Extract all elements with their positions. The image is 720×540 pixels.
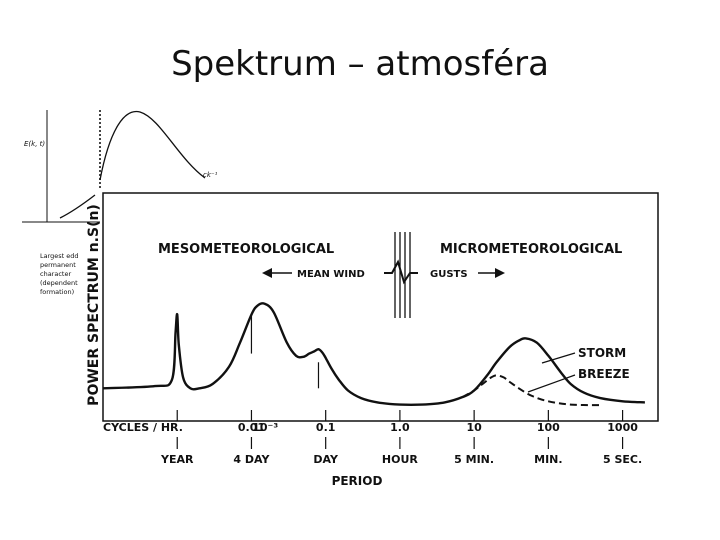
plot-frame bbox=[102, 192, 659, 422]
period-label: 5 SEC. bbox=[603, 453, 642, 466]
x-tick-label: 100 bbox=[537, 421, 560, 434]
legend: STORM BREEZE bbox=[527, 346, 630, 393]
inset-caption-line: permanent bbox=[40, 261, 76, 269]
period-label: 4 DAY bbox=[233, 453, 270, 466]
series-layer bbox=[102, 302, 645, 407]
region-label-micro: MICROMETEOROLOGICAL bbox=[440, 242, 622, 257]
slide-title: Spektrum – atmosféra bbox=[171, 44, 549, 84]
period-label: 5 MIN. bbox=[454, 453, 494, 466]
x-tick-label: 10 bbox=[466, 421, 482, 434]
period-label: MIN. bbox=[534, 453, 562, 466]
x-tick-label: 0.01 bbox=[238, 421, 265, 434]
arrow-left-icon bbox=[262, 268, 272, 278]
series-line-breeze bbox=[462, 374, 601, 407]
x-tick-label: 10⁻³ bbox=[252, 421, 278, 434]
x-axis-title: PERIOD bbox=[332, 474, 383, 488]
inset-caption-line: Largest edd bbox=[40, 252, 79, 260]
x-tick-label: 1000 bbox=[607, 421, 638, 434]
inset-caption-line: (dependent bbox=[40, 279, 78, 287]
inset-curve bbox=[99, 110, 206, 181]
gusts-label: GUSTS bbox=[430, 269, 468, 280]
y-axis-label: POWER SPECTRUM n.S(n) bbox=[86, 204, 102, 406]
x-tick-label: 1.0 bbox=[390, 421, 410, 434]
inset-caption-line: character bbox=[40, 270, 71, 278]
peak-markers bbox=[250, 314, 320, 389]
legend-breeze-label: BREEZE bbox=[578, 367, 630, 381]
x-tick-layer: 10⁻³ YEAR 0.01 4 DAY 0.1 DAY 1.0 HOUR 10 5 MIN. 10… bbox=[160, 410, 642, 466]
region-label-meso: MESOMETEOROLOGICAL bbox=[158, 242, 334, 257]
series-line-storm bbox=[102, 302, 645, 407]
period-label: DAY bbox=[313, 453, 339, 466]
x-unit-label: CYCLES / HR. bbox=[103, 421, 183, 434]
period-label: HOUR bbox=[382, 453, 418, 466]
period-label: YEAR bbox=[160, 453, 194, 466]
inset-caption-line: formation) bbox=[40, 288, 74, 296]
gusts-annotation: GUSTS bbox=[430, 268, 505, 280]
legend-storm-label: STORM bbox=[578, 346, 626, 360]
arrow-right-icon bbox=[495, 268, 505, 278]
x-tick-label: 0.1 bbox=[316, 421, 336, 434]
inset-curve-low bbox=[59, 194, 96, 219]
inset-right-label: ck⁻¹ bbox=[203, 171, 218, 179]
inset-y-label: E(k, t) bbox=[24, 140, 45, 148]
inset-sketch: E(k, t) ck⁻¹ Largest edd permanent chara… bbox=[22, 110, 218, 296]
wind-gust-symbol bbox=[384, 232, 418, 318]
legend-breeze-leader bbox=[527, 374, 576, 393]
mean-wind-label: MEAN WIND bbox=[297, 269, 365, 280]
legend-storm-leader bbox=[541, 352, 576, 364]
mean-wind-annotation: MEAN WIND bbox=[262, 268, 365, 280]
